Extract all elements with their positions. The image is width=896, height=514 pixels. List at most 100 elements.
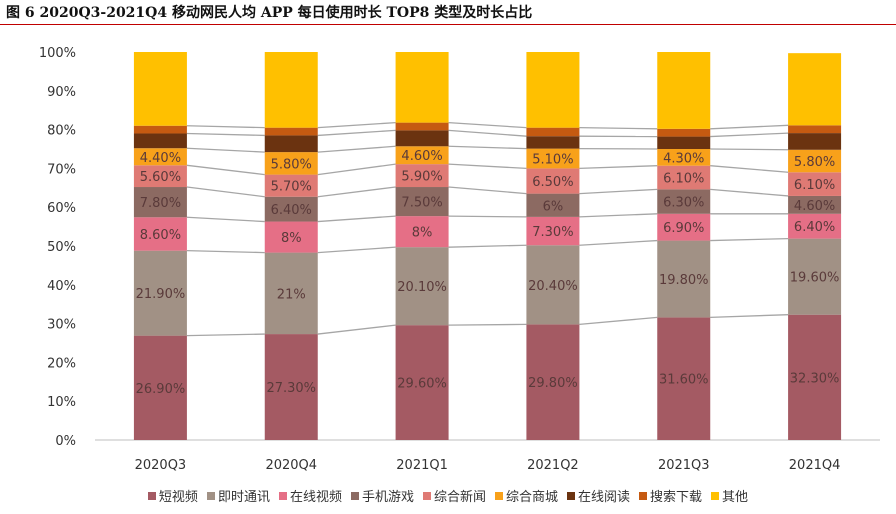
legend-swatch: [206, 491, 215, 500]
bar-segment: [395, 164, 449, 188]
bar-segment: [395, 187, 449, 217]
data-label: 20.40%: [528, 279, 578, 294]
legend-item: 短视频: [147, 486, 198, 505]
bar-segment: [526, 245, 580, 325]
data-label: 6.40%: [794, 220, 835, 235]
y-tick-label: 50%: [47, 240, 76, 255]
bar-segment: [526, 136, 580, 149]
series-line-6: [317, 129, 396, 137]
title-rule: [0, 24, 896, 25]
series-line-1: [448, 244, 527, 248]
data-label: 7.30%: [532, 225, 573, 240]
x-tick-label: 2021Q1: [396, 458, 448, 473]
bar-segment: [133, 217, 187, 251]
bar-segment: [788, 314, 842, 440]
data-label: 27.30%: [266, 381, 316, 396]
series-line-3: [710, 188, 789, 197]
y-tick-label: 10%: [47, 395, 76, 410]
y-tick-label: 30%: [47, 318, 76, 333]
bar-segment: [657, 165, 711, 190]
bar-segment: [264, 52, 318, 128]
bar-segment: [657, 213, 711, 241]
series-line-7: [710, 124, 789, 130]
legend-label: 在线阅读: [578, 490, 631, 505]
figure-title: 图 6 2020Q3-2021Q4 移动网民人均 APP 每日使用时长 TOP8…: [6, 5, 533, 21]
bar-segment: [264, 252, 318, 335]
series-line-4: [579, 165, 658, 170]
series-line-3: [186, 186, 265, 198]
data-label: 5.70%: [271, 180, 312, 195]
legend-item: 在线阅读: [567, 486, 630, 505]
bar-segment: [133, 250, 187, 336]
data-label: 29.60%: [397, 377, 447, 392]
x-tick-label: 2020Q4: [265, 458, 317, 473]
data-label: 32.30%: [790, 371, 840, 386]
legend-item: 综合商城: [495, 486, 558, 505]
data-label: 5.80%: [794, 155, 835, 170]
bar-segment: [133, 187, 187, 218]
legend-swatch: [639, 491, 648, 500]
legend-label: 综合新闻: [433, 490, 486, 505]
bar-segment: [788, 149, 842, 173]
data-label: 6.50%: [532, 175, 573, 190]
series-line-4: [317, 163, 396, 176]
legend-swatch: [147, 491, 156, 500]
series-line-1: [186, 250, 265, 254]
legend-label: 综合商城: [506, 490, 559, 505]
data-label: 8%: [412, 226, 433, 241]
bar-segment: [526, 193, 580, 217]
y-tick-label: 80%: [47, 124, 76, 139]
bar-segment: [657, 52, 711, 129]
series-line-7: [448, 121, 527, 129]
bar-segment: [395, 122, 449, 131]
bar-segment: [133, 133, 187, 149]
bar-segment: [526, 127, 580, 137]
legend-swatch: [567, 491, 576, 500]
data-label: 7.50%: [401, 196, 442, 211]
series-line-0: [186, 333, 265, 337]
bar-segment: [526, 52, 580, 128]
legend-swatch: [711, 491, 720, 500]
data-label: 21%: [277, 287, 306, 302]
series-line-3: [448, 186, 527, 195]
series-line-5: [710, 148, 789, 151]
series-line-6: [710, 132, 789, 138]
legend-label: 在线视频: [289, 490, 342, 505]
x-tick-label: 2021Q4: [789, 458, 841, 473]
chart-legend: 短视频 即时通讯 在线视频 手机游戏 综合新闻 综合商城 在线阅读 搜索下载 其他: [0, 486, 896, 505]
legend-label: 即时通讯: [217, 490, 270, 505]
x-tick-label: 2021Q3: [658, 458, 710, 473]
data-label: 26.90%: [136, 382, 186, 397]
y-tick-label: 90%: [47, 85, 76, 100]
data-label: 31.60%: [659, 373, 709, 388]
series-line-0: [710, 314, 789, 319]
series-line-3: [579, 188, 658, 195]
legend-label: 短视频: [158, 490, 198, 505]
data-label: 6.90%: [663, 221, 704, 236]
bar-segment: [264, 135, 318, 153]
bar-segment: [657, 136, 711, 149]
bar-segment: [264, 334, 318, 440]
data-label: 29.80%: [528, 376, 578, 391]
bar-segment: [395, 216, 449, 248]
data-label: 6.10%: [663, 172, 704, 187]
series-line-2: [317, 215, 396, 223]
series-line-5: [186, 147, 265, 153]
bar-segment: [526, 168, 580, 194]
series-line-0: [579, 316, 658, 326]
bar-segment: [133, 125, 187, 134]
data-label: 6.30%: [663, 196, 704, 211]
data-label: 6%: [543, 199, 564, 214]
data-label: 6.40%: [271, 203, 312, 218]
series-line-4: [710, 165, 789, 173]
legend-swatch: [350, 491, 359, 500]
data-label: 4.60%: [794, 199, 835, 214]
data-label: 19.80%: [659, 273, 709, 288]
bar-segment: [657, 317, 711, 440]
series-line-4: [448, 163, 527, 170]
bar-segment: [526, 324, 580, 440]
series-line-2: [579, 213, 658, 218]
bar-segment: [264, 174, 318, 197]
data-label: 7.80%: [140, 196, 181, 211]
legend-label: 其他: [722, 490, 749, 505]
